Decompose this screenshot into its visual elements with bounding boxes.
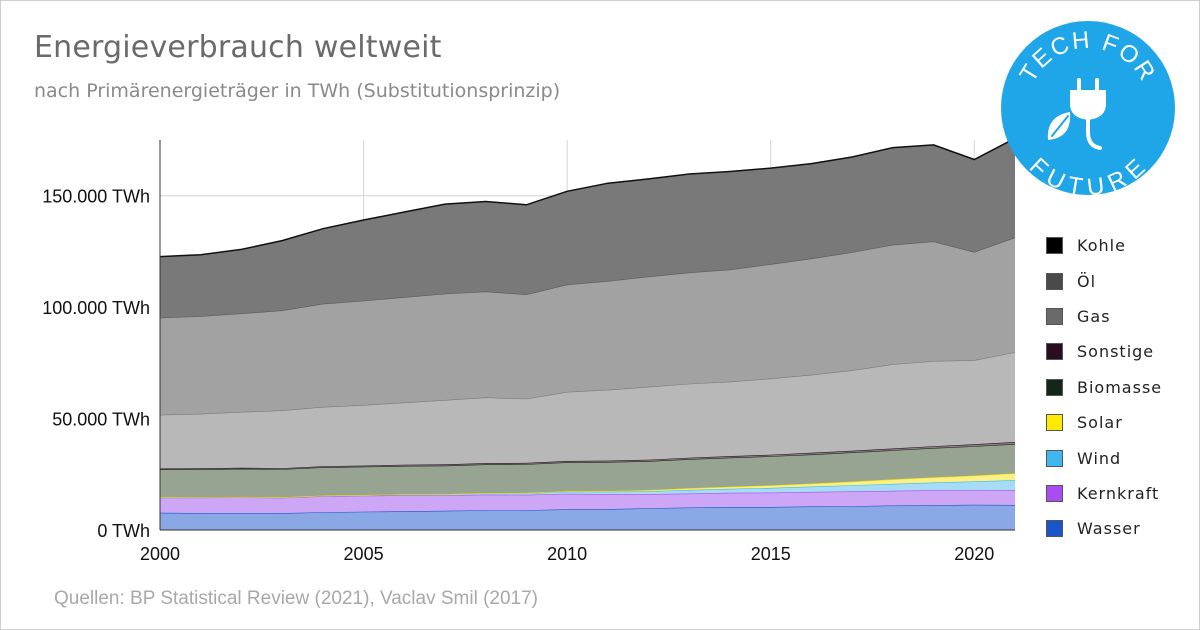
legend-item-gas[interactable]: Gas	[1046, 299, 1196, 334]
y-tick-label: 50.000 TWh	[52, 410, 150, 430]
plug-leaf-icon	[1047, 78, 1106, 150]
areas	[159, 137, 1016, 530]
area-kohle	[160, 138, 1015, 318]
x-tick-label: 2020	[954, 544, 994, 564]
y-tick-label: 150.000 TWh	[42, 187, 150, 207]
chart-subtitle: nach Primärenergieträger in TWh (Substit…	[34, 80, 561, 102]
legend-label: Gas	[1077, 306, 1111, 326]
legend-label: Wasser	[1077, 519, 1141, 539]
legend-swatch	[1046, 343, 1063, 361]
legend-swatch	[1046, 378, 1063, 396]
legend: Kohle Öl Gas Sonstige Biomasse Solar Wind Kernk…	[1046, 228, 1196, 547]
source-note: Quellen: BP Statistical Review (2021), V…	[54, 588, 539, 609]
chart-title: Energieverbrauch weltweit	[34, 30, 442, 65]
area-wind	[160, 480, 1015, 498]
area-solar	[160, 473, 1015, 498]
legend-item-sonstige[interactable]: Sonstige	[1046, 334, 1196, 369]
legend-item-solar[interactable]: Solar	[1046, 405, 1196, 440]
legend-swatch	[1046, 414, 1063, 432]
legend-item-wind[interactable]: Wind	[1046, 440, 1196, 475]
series-line-kohle	[159, 137, 1016, 258]
area-biomasse	[160, 444, 1015, 498]
legend-label: Öl	[1077, 271, 1097, 291]
legend-item-öl[interactable]: Öl	[1046, 263, 1196, 298]
area-öl	[160, 237, 1015, 415]
legend-item-biomasse[interactable]: Biomasse	[1046, 370, 1196, 405]
legend-swatch	[1046, 272, 1063, 290]
x-tick-label: 2010	[547, 544, 587, 564]
legend-swatch	[1046, 307, 1063, 325]
legend-item-kernkraft[interactable]: Kernkraft	[1046, 476, 1196, 511]
legend-swatch	[1046, 520, 1063, 538]
tech-for-future-logo[interactable]: TECH FOR FUTURE	[1000, 20, 1176, 196]
legend-item-kohle[interactable]: Kohle	[1046, 228, 1196, 263]
legend-label: Biomasse	[1077, 377, 1163, 397]
legend-swatch	[1046, 237, 1063, 255]
legend-label: Wind	[1077, 448, 1122, 468]
legend-swatch	[1046, 449, 1063, 467]
legend-swatch	[1046, 484, 1063, 502]
area-gas	[160, 352, 1015, 469]
legend-label: Kernkraft	[1077, 483, 1160, 503]
x-tick-label: 2015	[751, 544, 791, 564]
legend-label: Kohle	[1077, 236, 1126, 256]
legend-label: Solar	[1077, 413, 1123, 433]
legend-item-wasser[interactable]: Wasser	[1046, 511, 1196, 546]
x-tick-label: 2005	[344, 544, 384, 564]
y-tick-label: 100.000 TWh	[42, 298, 150, 318]
area-wasser	[160, 504, 1015, 530]
y-tick-label: 0 TWh	[97, 521, 150, 541]
legend-label: Sonstige	[1077, 342, 1155, 362]
axes: 0 TWh 50.000 TWh 100.000 TWh 150.000 TWh 200…	[42, 140, 1015, 564]
x-tick-label: 2000	[140, 544, 180, 564]
